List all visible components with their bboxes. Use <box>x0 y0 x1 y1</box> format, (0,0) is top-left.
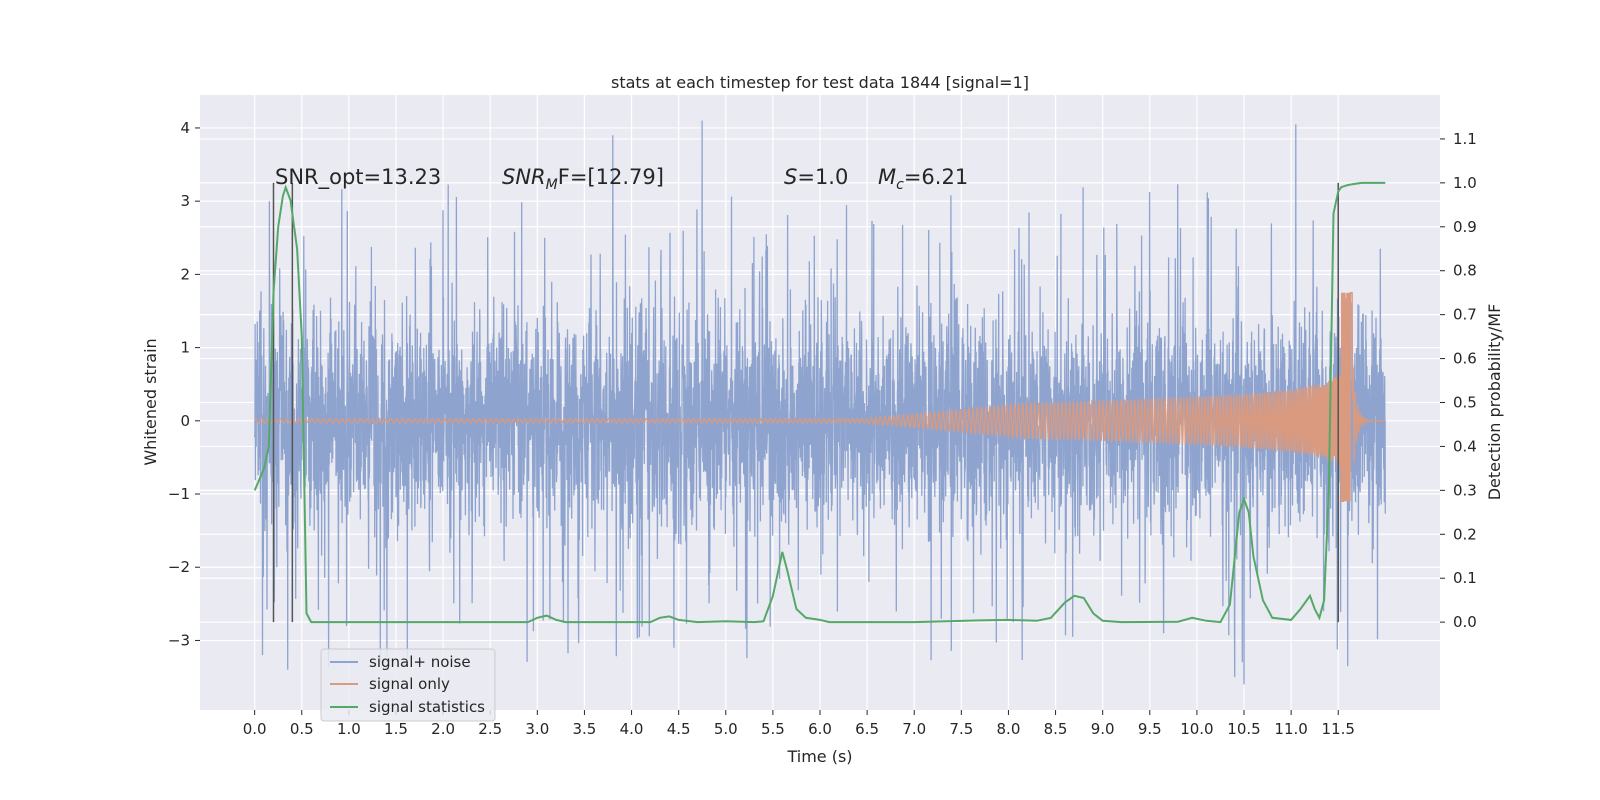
mc-symbol: M <box>878 165 896 189</box>
x-tick-label: 0.0 <box>243 720 267 738</box>
series-signal-statistics <box>253 181 1386 624</box>
x-tick-label: 7.5 <box>949 720 973 738</box>
x-tick-label: 4.5 <box>667 720 691 738</box>
legend-label-signal-plus-noise: signal+ noise <box>369 653 471 671</box>
annotation-snr-opt: SNR_opt=13.23 <box>275 165 441 190</box>
legend-label-signal-statistics: signal statistics <box>369 698 485 716</box>
y-tick-label-right: 0.4 <box>1453 437 1477 455</box>
y-axis-right-label: Detection probability/MF <box>1485 304 1504 501</box>
x-tick-label: 5.5 <box>761 720 785 738</box>
y-tick-label-left: −2 <box>168 558 190 576</box>
snr-mf-symbol: SNR <box>502 165 546 189</box>
x-tick-label: 0.5 <box>290 720 314 738</box>
x-tick-label: 5.0 <box>714 720 738 738</box>
x-tick-label: 6.5 <box>855 720 879 738</box>
y-tick-label-right: 0.3 <box>1453 481 1477 499</box>
x-tick-label: 6.0 <box>808 720 832 738</box>
legend-box <box>320 648 496 722</box>
x-tick-label: 8.5 <box>1044 720 1068 738</box>
x-tick-label: 10.0 <box>1180 720 1213 738</box>
x-axis-label: Time (s) <box>786 747 852 766</box>
x-tick-label: 7.0 <box>902 720 926 738</box>
x-tick-label: 9.0 <box>1091 720 1115 738</box>
y-tick-label-right: 1.0 <box>1453 174 1477 192</box>
x-tick-label: 1.0 <box>337 720 361 738</box>
x-tick-label: 8.0 <box>997 720 1021 738</box>
chart-title: stats at each timestep for test data 184… <box>611 73 1029 92</box>
y-tick-label-right: 1.1 <box>1453 130 1477 148</box>
x-tick-label: 2.0 <box>431 720 455 738</box>
y-axis-left-ticks: 4 3 2 1 0 −1 −2 −3 <box>168 119 200 649</box>
y-tick-label-left: 4 <box>180 119 190 137</box>
vertical-markers <box>272 182 1339 623</box>
y-tick-label-right: 0.5 <box>1453 394 1477 412</box>
y-tick-label-right: 0.0 <box>1453 613 1477 631</box>
y-tick-label-left: 0 <box>180 412 190 430</box>
y-tick-label-left: −3 <box>168 631 190 649</box>
x-tick-label: 3.5 <box>573 720 597 738</box>
x-tick-label: 9.5 <box>1138 720 1162 738</box>
y-tick-label-left: −1 <box>168 485 190 503</box>
x-tick-label: 11.5 <box>1322 720 1355 738</box>
x-tick-label: 10.5 <box>1227 720 1260 738</box>
y-tick-label-right: 0.1 <box>1453 569 1477 587</box>
annotation-s: S=1.0 <box>784 165 848 189</box>
snr-mf-subscript: M <box>546 177 558 193</box>
s-value: =1.0 <box>797 165 848 189</box>
y-tick-label-right: 0.8 <box>1453 262 1477 280</box>
annotation-mc: Mc=6.21 <box>878 165 968 193</box>
x-tick-label: 2.5 <box>478 720 502 738</box>
x-tick-label: 1.5 <box>384 720 408 738</box>
series-signal-only <box>254 292 1386 502</box>
y-tick-label-left: 2 <box>180 265 190 283</box>
y-axis-left-label: Whitened strain <box>141 338 160 465</box>
snr-mf-value: F=[12.79] <box>558 165 664 189</box>
y-tick-label-right: 0.9 <box>1453 218 1477 236</box>
y-tick-label-right: 0.7 <box>1453 306 1477 324</box>
y-tick-label-left: 3 <box>180 192 190 210</box>
y-axis-right-ticks: 1.1 1.0 0.9 0.8 0.7 0.6 0.5 0.4 0.3 0.2 0.1 0.0 <box>1440 130 1477 631</box>
x-tick-label: 3.0 <box>525 720 549 738</box>
x-axis-ticks: 0.0 0.5 1.0 1.5 2.0 2.5 3.0 3.5 4.0 4.5 5.0 5.5 6.0 6… <box>243 710 1355 738</box>
s-symbol: S <box>784 165 797 189</box>
y-tick-label-right: 0.6 <box>1453 350 1477 368</box>
x-tick-label: 11.0 <box>1274 720 1307 738</box>
y-tick-label-right: 0.2 <box>1453 525 1477 543</box>
legend: signal+ noise signal only signal statist… <box>320 648 496 722</box>
legend-label-signal-only: signal only <box>369 675 450 693</box>
mc-subscript: c <box>896 177 904 193</box>
annotation-snr-mf: SNRMF=[12.79] <box>502 165 664 193</box>
mc-value: =6.21 <box>904 165 968 189</box>
y-tick-label-left: 1 <box>180 339 190 357</box>
x-tick-label: 4.0 <box>620 720 644 738</box>
